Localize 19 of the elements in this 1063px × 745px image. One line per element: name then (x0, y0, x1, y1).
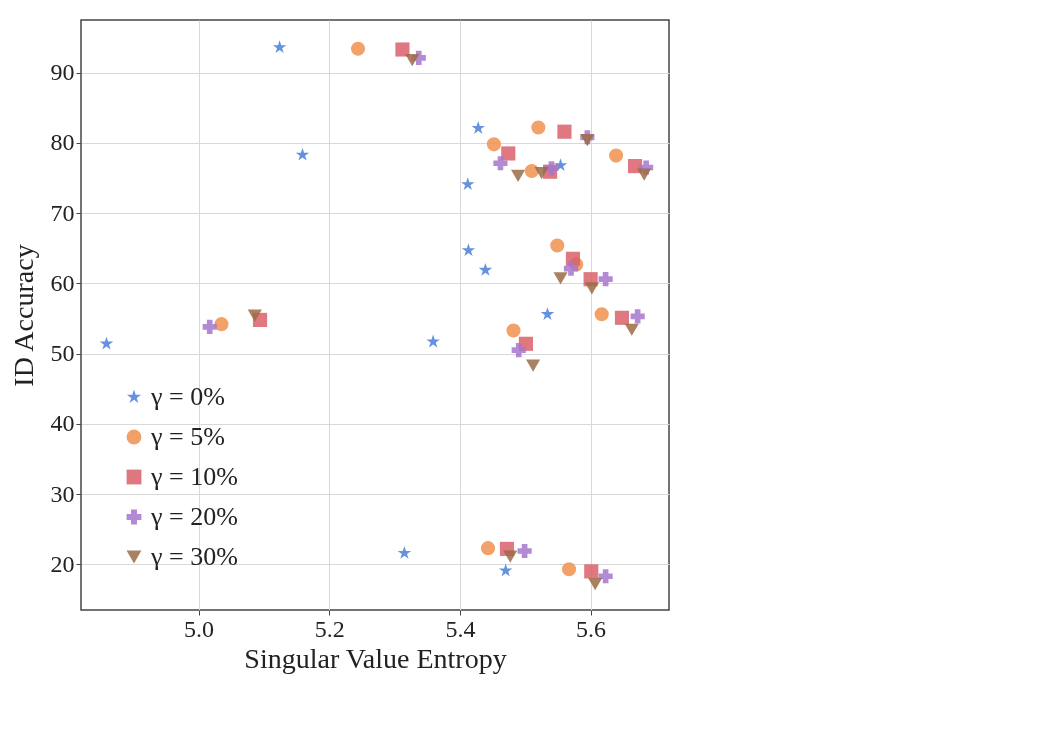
x-axis-title: Singular Value Entropy (244, 642, 507, 674)
legend-label: γ = 5% (150, 422, 225, 451)
y-tick-label: 30 (50, 480, 75, 507)
legend-label: γ = 0% (150, 382, 225, 411)
legend-label: γ = 30% (150, 542, 238, 571)
y-tick-label: 70 (50, 199, 75, 226)
x-tick-label: 5.4 (445, 615, 476, 642)
x-tick-label: 5.2 (314, 615, 345, 642)
y-tick-label: 50 (50, 340, 75, 367)
x-tick-label: 5.6 (576, 615, 607, 642)
y-tick-label: 80 (50, 129, 75, 156)
y-tick-label: 40 (50, 410, 75, 437)
legend-label: γ = 20% (150, 502, 238, 531)
legend-label: γ = 10% (150, 462, 238, 491)
x-tick-label: 5.0 (184, 615, 215, 642)
y-tick-label: 90 (50, 59, 75, 86)
y-axis-title: ID Accuracy (7, 244, 39, 387)
y-tick-label: 20 (50, 550, 75, 577)
y-tick-label: 60 (50, 269, 75, 296)
